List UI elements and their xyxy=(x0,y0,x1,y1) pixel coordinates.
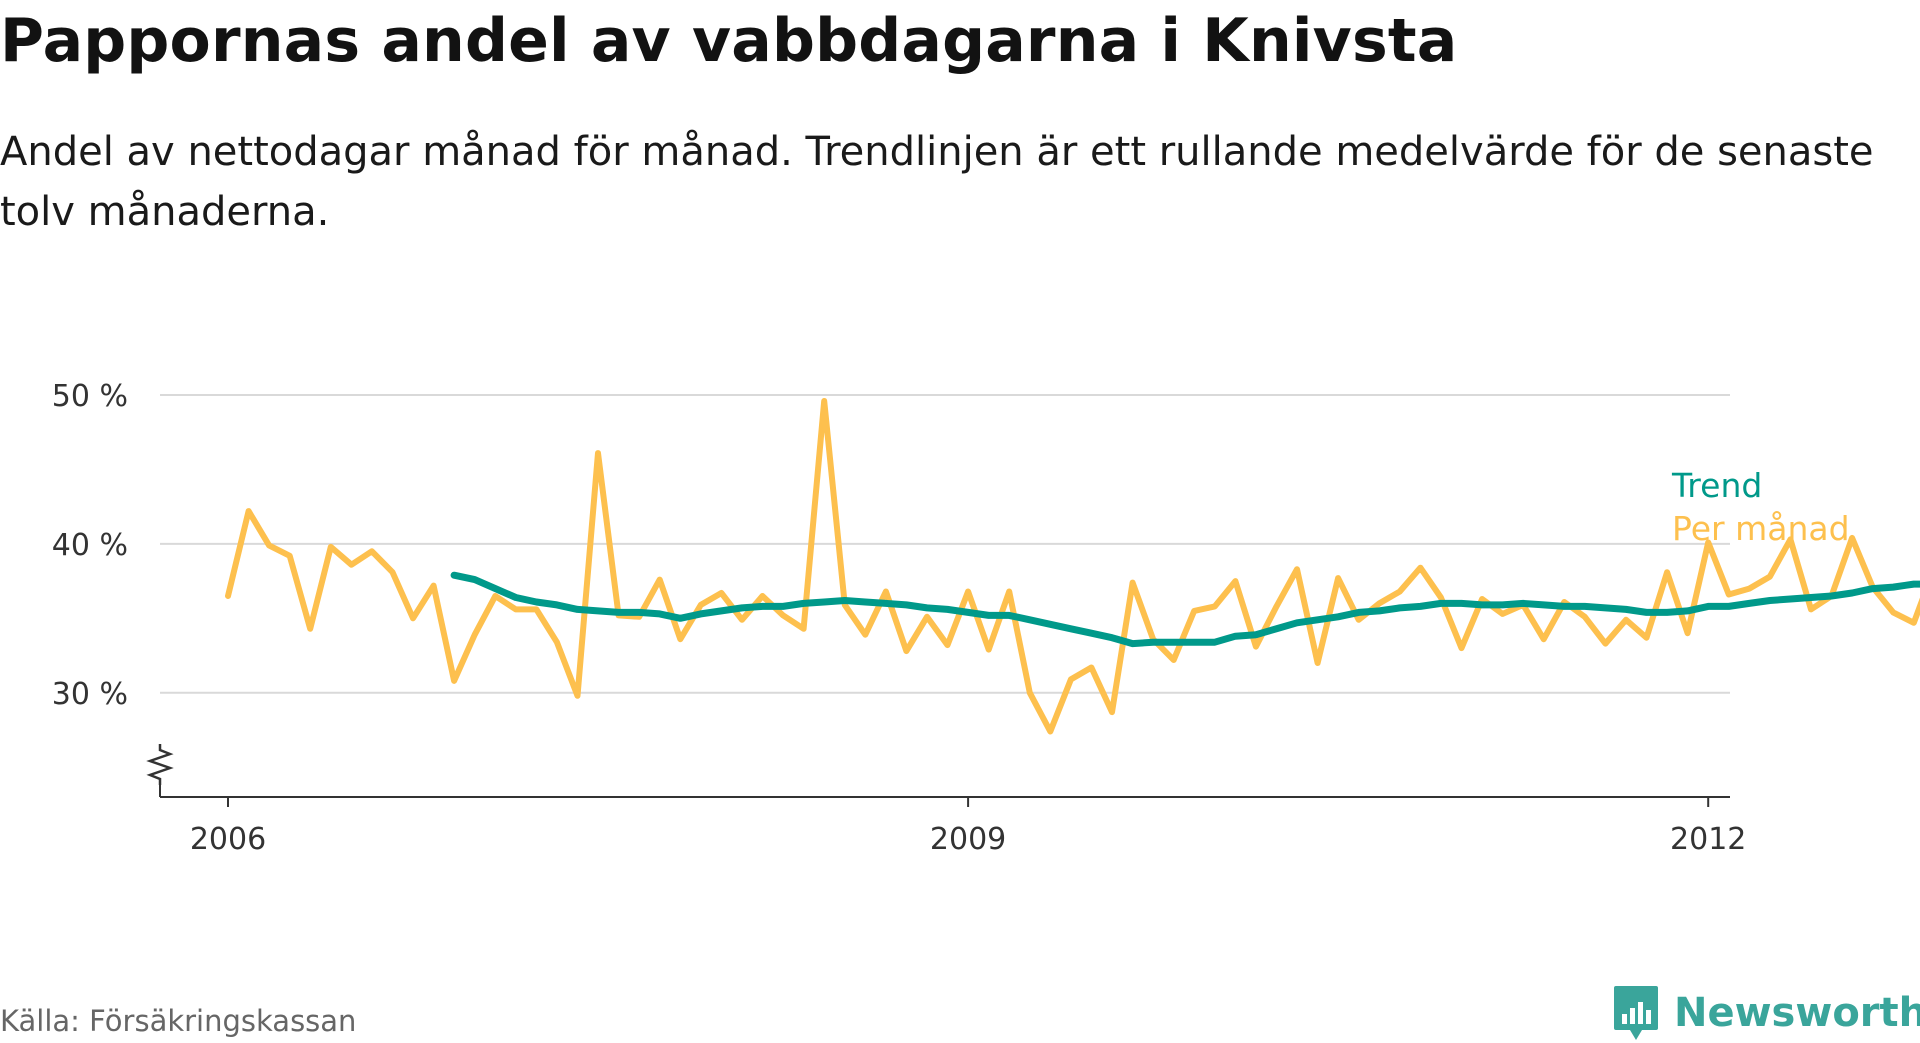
y-tick-label: 40 % xyxy=(52,528,128,563)
page-title: Pappornas andel av vabbdagarna i Knivsta xyxy=(0,6,1458,76)
axis-layer xyxy=(146,744,1730,798)
grid-layer xyxy=(160,394,1730,694)
source-note: Källa: Försäkringskassan xyxy=(0,1004,357,1038)
y-tick-labels: 30 % 40 % 50 % xyxy=(52,379,128,712)
x-tick-label: 2012 xyxy=(1670,822,1746,857)
legend-per-manad: Per månad xyxy=(1672,509,1850,548)
y-tick-label: 50 % xyxy=(52,379,128,414)
series-line-trend xyxy=(450,571,1920,648)
y-tick-label: 30 % xyxy=(52,677,128,712)
axis-break-icon xyxy=(146,744,174,785)
brand-name: Newsworthy xyxy=(1674,990,1920,1036)
series-line-per-manad xyxy=(225,398,1920,735)
x-tick-labels: 2006200920122015201820212023 xyxy=(190,797,1746,857)
brand-logo: Newsworthy xyxy=(1612,983,1920,1043)
x-tick-label: 2009 xyxy=(930,822,1006,857)
x-tick-label: 2006 xyxy=(190,822,266,857)
page-subtitle: Andel av nettodagar månad för månad. Tre… xyxy=(0,129,1874,235)
newsworthy-logo-icon xyxy=(1614,986,1658,1040)
data-points xyxy=(226,399,1920,734)
legend-trend: Trend xyxy=(1671,466,1762,505)
